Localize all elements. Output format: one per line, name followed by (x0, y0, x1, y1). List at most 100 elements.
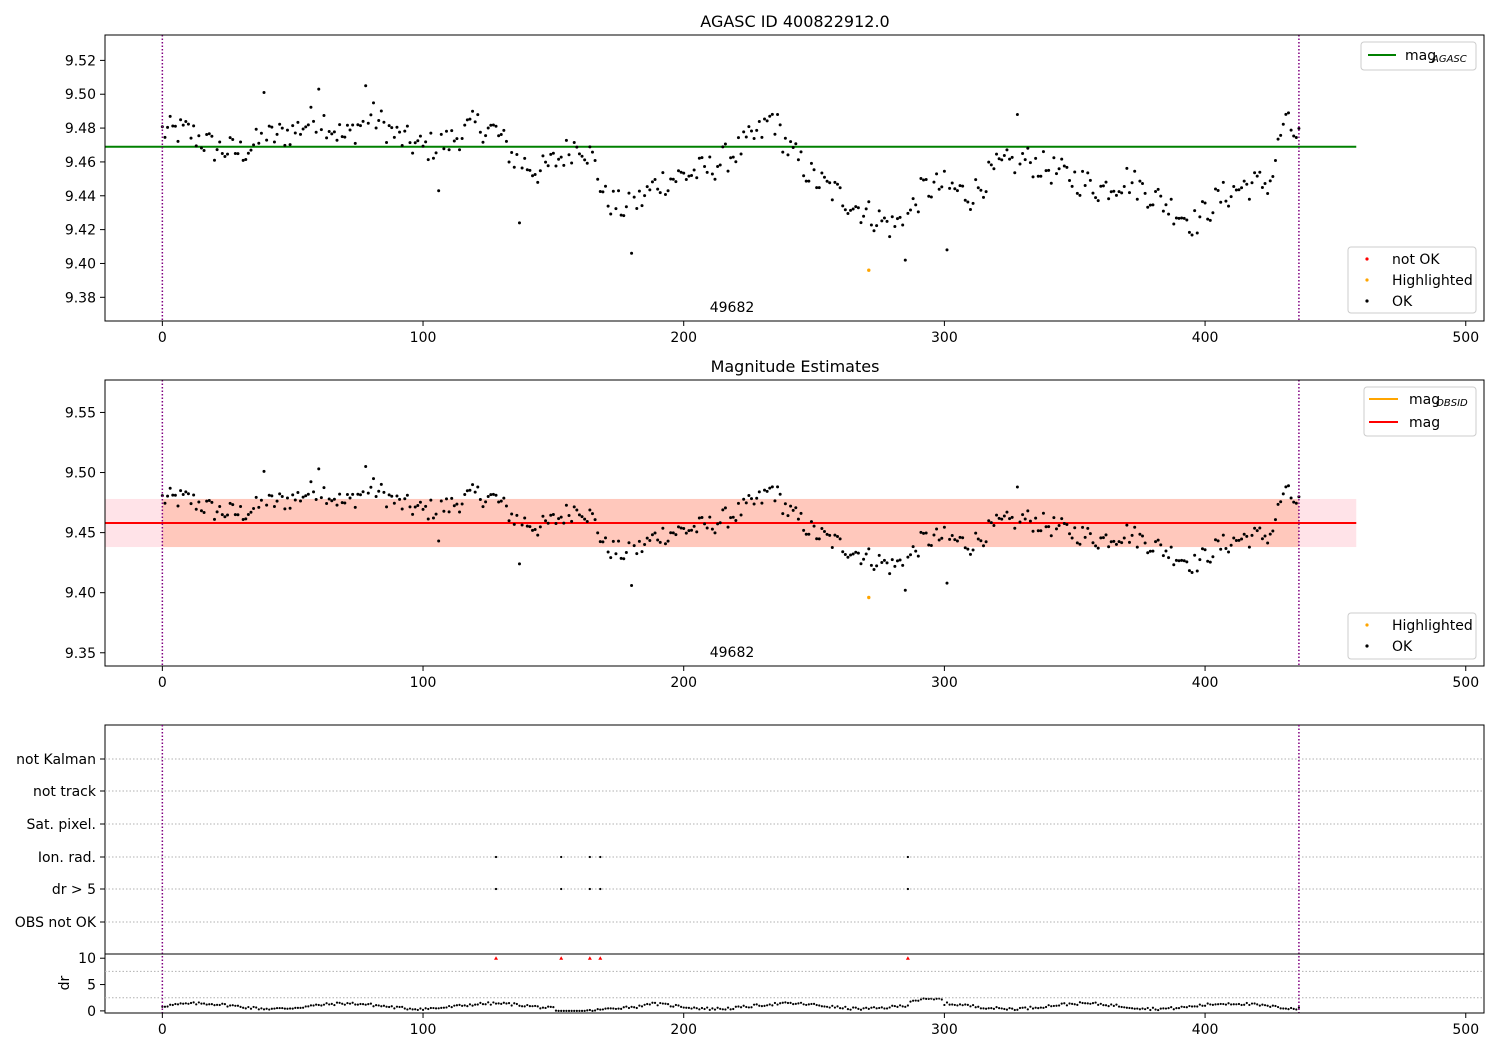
dr-point (309, 1004, 313, 1007)
ok-point (288, 506, 292, 510)
ok-point (723, 506, 727, 510)
flag-event-point (599, 855, 602, 859)
ok-point (434, 151, 438, 155)
ok-point (590, 512, 594, 516)
dr-point (836, 1005, 839, 1008)
ok-point (653, 177, 657, 181)
dr-point (979, 1007, 982, 1010)
ok-point (1206, 559, 1210, 563)
dr-point (354, 1003, 357, 1006)
ok-point (510, 151, 514, 155)
ok-point (1161, 209, 1165, 213)
legend-not-ok-label: not OK (1392, 252, 1440, 268)
dr-point (330, 1002, 333, 1005)
ok-point (989, 163, 993, 167)
ok-point (372, 101, 376, 105)
ok-point (392, 135, 396, 139)
x-tick-label: 400 (1192, 675, 1219, 691)
ok-point (736, 136, 740, 140)
ok-point (577, 513, 581, 517)
dr-point (1073, 1003, 1076, 1006)
ok-point (825, 532, 829, 536)
ok-point (1023, 158, 1027, 162)
ok-point (1130, 533, 1134, 537)
x-tick-label: 100 (410, 330, 437, 346)
ok-point (1190, 571, 1194, 575)
ok-point (950, 181, 954, 185)
ok-point (398, 497, 402, 501)
dr-point (917, 999, 920, 1002)
dr-point (390, 1005, 393, 1008)
ok-point (231, 503, 235, 507)
ok-point (1031, 529, 1035, 533)
dr-point (554, 1009, 558, 1012)
panel2-x-axis: 0 100 200 300 400 500 (158, 666, 1479, 691)
ok-point (194, 507, 198, 511)
ok-point (1135, 545, 1139, 549)
ok-point (194, 144, 198, 148)
ok-point (749, 497, 753, 501)
dr-point (1026, 1008, 1029, 1011)
ok-point (424, 504, 428, 508)
ok-point (392, 501, 396, 505)
dr-point (1112, 1004, 1115, 1007)
ok-point (358, 493, 362, 497)
dr-point (369, 1002, 372, 1005)
dr-point (1206, 1002, 1209, 1005)
dr-point (434, 1007, 438, 1010)
ok-point (770, 485, 774, 489)
ok-point (632, 544, 636, 548)
dr-point (333, 1003, 336, 1007)
dr-point (1102, 1004, 1105, 1007)
dr-point (1047, 1004, 1050, 1007)
ok-point (757, 119, 761, 123)
ok-point (671, 177, 675, 181)
ok-point (421, 507, 425, 511)
ok-point (836, 534, 840, 538)
panel3-x-axis: 0 100 200 300 400 500 (158, 1013, 1479, 1038)
ok-point (713, 531, 717, 535)
dr-point (1081, 1001, 1084, 1005)
dr-point (1203, 1004, 1207, 1007)
ok-point (859, 562, 863, 566)
ok-point (1284, 112, 1288, 116)
ok-point (924, 531, 928, 535)
ok-point (836, 182, 840, 186)
panel3-flag-labels: not Kalman not track Sat. pixel. Ion. rad. d… (15, 752, 105, 931)
dr-point (1013, 1008, 1016, 1012)
dr-point (992, 1007, 996, 1010)
ok-point (444, 497, 448, 501)
dr-point (607, 1007, 610, 1010)
panel3-dr-frame (104, 953, 1485, 1014)
dr-point (802, 1003, 805, 1006)
dr-point (1117, 1005, 1121, 1008)
ok-point (945, 581, 949, 585)
ok-point (463, 492, 467, 496)
dr-point (312, 1004, 315, 1007)
ok-point (963, 198, 967, 202)
ok-point (640, 204, 644, 208)
dr-flag-marker (905, 956, 910, 960)
ok-point (499, 132, 503, 136)
dr-point (296, 1006, 300, 1009)
panel-agasc: AGASC ID 400822912.0 9.38 9.40 9.42 9.44 9.4… (65, 12, 1485, 346)
ok-point (1200, 547, 1204, 551)
dr-point (487, 1001, 490, 1004)
ok-point (1057, 523, 1061, 527)
dr-point (739, 1006, 743, 1009)
panel2-title: Magnitude Estimates (711, 357, 880, 376)
ok-point (869, 223, 873, 227)
ok-point (768, 114, 772, 118)
dr-point (278, 1006, 281, 1010)
ok-point (416, 504, 420, 508)
ok-point (968, 552, 972, 556)
dr-point (1115, 1003, 1118, 1006)
panel1-x-axis: 0 100 200 300 400 500 (158, 321, 1479, 346)
ok-point (541, 154, 545, 158)
dr-point (841, 1007, 844, 1010)
dr-point (998, 1007, 1001, 1010)
ok-point (199, 146, 203, 150)
dr-point (302, 1006, 305, 1009)
dr-point (169, 1003, 172, 1006)
ok-point (606, 550, 610, 554)
